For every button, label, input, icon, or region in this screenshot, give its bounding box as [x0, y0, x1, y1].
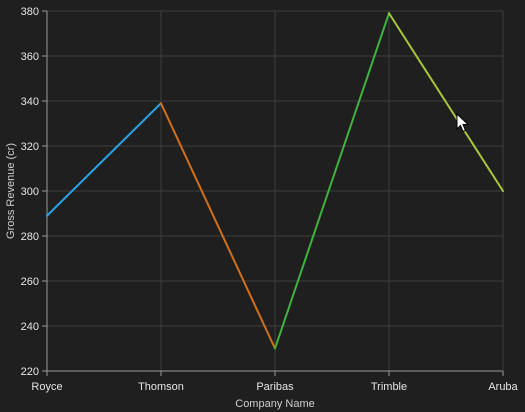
grid — [46, 10, 504, 372]
mouse-pointer-icon — [456, 113, 470, 133]
y-axis-title: Gross Revenue (cr) — [5, 143, 17, 239]
data-point — [274, 347, 276, 350]
x-tick-label: Trimble — [371, 381, 407, 393]
data-point — [46, 214, 48, 217]
x-tick-label: Paribas — [256, 381, 294, 393]
line-segment — [160, 102, 276, 350]
line-segment — [388, 12, 504, 192]
x-tick-label: Thomson — [138, 381, 184, 393]
y-tick-label: 220 — [21, 366, 39, 378]
x-tick-label: Royce — [31, 381, 62, 393]
y-tick-label: 380 — [21, 6, 39, 18]
data-point — [502, 190, 504, 192]
data-point — [160, 102, 162, 105]
y-tick-label: 360 — [21, 51, 39, 63]
y-tick-label: 300 — [21, 186, 39, 198]
tick-labels: 220 240 260 280 300 320 340 360 380 Royce Thomson P… — [21, 6, 519, 393]
y-tick-label: 320 — [21, 141, 39, 153]
line-segment — [274, 12, 390, 350]
x-tick-label: Aruba — [488, 381, 518, 393]
line-segment — [46, 102, 162, 217]
y-tick-label: 340 — [21, 96, 39, 108]
y-tick-label: 280 — [21, 231, 39, 243]
y-tick-label: 260 — [21, 276, 39, 288]
series — [46, 12, 504, 350]
x-axis-title: Company Name — [235, 398, 314, 410]
data-point — [388, 12, 390, 15]
axes — [42, 10, 504, 376]
y-tick-label: 240 — [21, 321, 39, 333]
